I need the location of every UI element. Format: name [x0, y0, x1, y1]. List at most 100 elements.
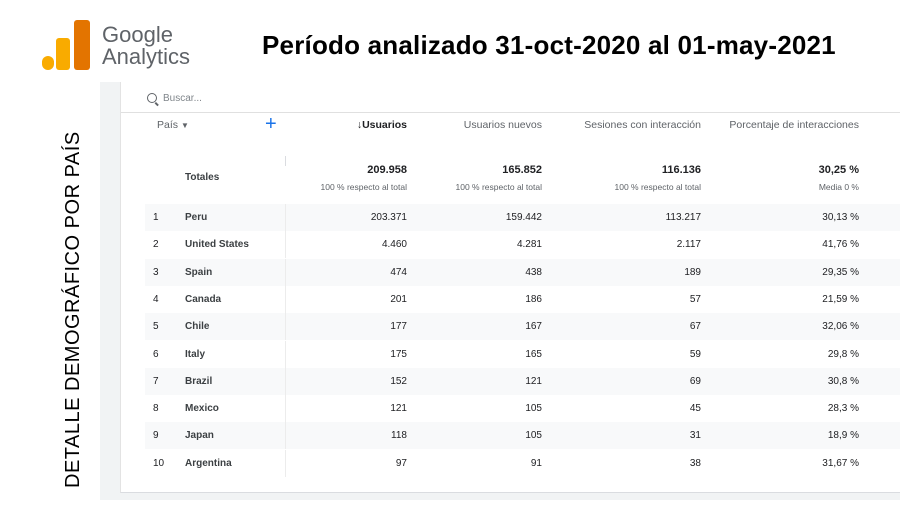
caret-down-icon: ▼	[181, 121, 189, 130]
row-rank: 7	[153, 375, 159, 387]
row-sesiones: 69	[689, 375, 701, 387]
table-row[interactable]: 6 Italy 175 165 59 29,8 %	[145, 340, 900, 368]
row-usuarios: 121	[390, 403, 407, 415]
row-usuarios-nuevos: 438	[525, 266, 542, 278]
google-analytics-logo: Google Analytics	[40, 20, 200, 76]
column-header-sesiones[interactable]: Sesiones con interacción	[584, 119, 701, 131]
row-rank: 5	[153, 321, 159, 333]
row-usuarios: 4.460	[381, 239, 407, 251]
logo-bar-tall	[74, 20, 90, 70]
column-header-usuarios-nuevos[interactable]: Usuarios nuevos	[463, 119, 542, 131]
row-country[interactable]: Peru	[185, 212, 208, 223]
divider	[285, 258, 286, 286]
row-porcentaje: 29,35 %	[822, 266, 859, 278]
column-header-porcentaje[interactable]: Porcentaje de interacciones	[729, 119, 859, 131]
totals-sesiones: 116.136	[661, 164, 701, 176]
column-label: Usuarios	[362, 119, 407, 131]
row-porcentaje: 30,8 %	[827, 375, 859, 387]
search-input[interactable]	[163, 90, 463, 106]
logo-bar-medium	[56, 38, 70, 70]
divider	[285, 422, 286, 450]
search-icon	[147, 93, 157, 103]
search-bar	[121, 82, 900, 113]
row-usuarios: 177	[390, 321, 407, 333]
row-country[interactable]: Spain	[185, 266, 213, 278]
row-porcentaje: 41,76 %	[822, 239, 859, 251]
column-header-usuarios[interactable]: ↓Usuarios	[307, 119, 407, 131]
row-usuarios: 175	[390, 348, 407, 360]
row-rank: 6	[153, 348, 159, 360]
row-porcentaje: 29,8 %	[827, 348, 859, 360]
row-rank: 9	[153, 430, 159, 442]
logo-text: Google Analytics	[102, 24, 190, 68]
row-rank: 3	[153, 266, 159, 278]
row-usuarios-nuevos: 167	[525, 321, 542, 333]
row-sesiones: 59	[689, 348, 701, 360]
row-usuarios-nuevos: 4.281	[516, 239, 542, 251]
row-porcentaje: 30,13 %	[822, 212, 859, 223]
table-row[interactable]: 4 Canada 201 186 57 21,59 %	[145, 285, 900, 313]
divider	[285, 285, 286, 313]
dimension-label: País	[157, 119, 179, 131]
table-row[interactable]: 10 Argentina 97 91 38 31,67 %	[145, 449, 900, 477]
row-usuarios: 97	[395, 457, 407, 469]
totals-row: Totales 209.958 100 % respecto al total …	[145, 152, 900, 204]
table-row[interactable]: 8 Mexico 121 105 45 28,3 %	[145, 395, 900, 423]
row-rank: 1	[153, 212, 159, 223]
row-country[interactable]: Japan	[185, 430, 214, 442]
row-country[interactable]: Canada	[185, 293, 222, 305]
row-country[interactable]: Brazil	[185, 375, 213, 387]
row-usuarios: 474	[390, 266, 407, 278]
row-usuarios-nuevos: 159.442	[505, 212, 542, 223]
divider	[285, 156, 286, 166]
add-dimension-plus-icon[interactable]: +	[265, 113, 277, 135]
row-sesiones: 31	[689, 430, 701, 442]
table-row[interactable]: 9 Japan 118 105 31 18,9 %	[145, 422, 900, 450]
table-row[interactable]: 1 Peru 203.371 159.442 113.217 30,13 %	[145, 204, 900, 231]
row-porcentaje: 32,06 %	[822, 321, 859, 333]
report-table-card: País▼ + ↓Usuarios Usuarios nuevos Sesion…	[120, 82, 900, 493]
row-rank: 10	[153, 457, 165, 469]
slide-title: Período analizado 31-oct-2020 al 01-may-…	[262, 30, 836, 60]
divider	[285, 231, 286, 259]
totals-porcentaje: 30,25 %	[818, 164, 859, 176]
side-title: DETALLE DEMOGRÁFICO POR PAÍS	[62, 131, 84, 488]
table-row[interactable]: 3 Spain 474 438 189 29,35 %	[145, 258, 900, 286]
divider	[285, 367, 286, 395]
totals-sesiones-sub: 100 % respecto al total	[614, 182, 701, 192]
logo-text-google: Google	[102, 22, 173, 47]
row-porcentaje: 18,9 %	[827, 430, 859, 442]
row-usuarios-nuevos: 165	[525, 348, 542, 360]
dimension-header-pais[interactable]: País ▼	[157, 119, 189, 131]
analytics-screenshot-panel: País▼ + ↓Usuarios Usuarios nuevos Sesion…	[100, 82, 900, 500]
row-country[interactable]: Chile	[185, 321, 210, 333]
row-usuarios: 203.371	[370, 212, 407, 223]
table-row[interactable]: 5 Chile 177 167 67 32,06 %	[145, 313, 900, 341]
row-sesiones: 2.117	[676, 239, 701, 251]
totals-porcentaje-sub: Media 0 %	[818, 182, 859, 192]
row-country[interactable]: Mexico	[185, 403, 219, 415]
row-sesiones: 45	[689, 403, 701, 415]
row-usuarios-nuevos: 105	[525, 430, 542, 442]
divider	[285, 340, 286, 368]
row-porcentaje: 31,67 %	[822, 457, 859, 469]
row-country[interactable]: Argentina	[185, 457, 232, 469]
row-country[interactable]: Italy	[185, 348, 206, 360]
totals-usuarios: 209.958	[367, 164, 407, 176]
totals-usuarios-nuevos: 165.852	[502, 164, 542, 176]
row-usuarios-nuevos: 186	[525, 293, 542, 305]
totals-usuarios-nuevos-sub: 100 % respecto al total	[455, 182, 542, 192]
row-rank: 4	[153, 293, 159, 305]
divider	[285, 395, 286, 423]
divider	[285, 313, 286, 341]
row-rank: 8	[153, 403, 159, 415]
table-row[interactable]: 2 United States 4.460 4.281 2.117 41,76 %	[145, 231, 900, 259]
divider	[285, 449, 286, 477]
table-row[interactable]: 7 Brazil 152 121 69 30,8 %	[145, 367, 900, 395]
row-usuarios-nuevos: 105	[525, 403, 542, 415]
row-usuarios-nuevos: 121	[525, 375, 542, 387]
row-country[interactable]: United States	[185, 239, 249, 251]
totals-label: Totales	[185, 172, 220, 183]
row-porcentaje: 28,3 %	[827, 403, 859, 415]
